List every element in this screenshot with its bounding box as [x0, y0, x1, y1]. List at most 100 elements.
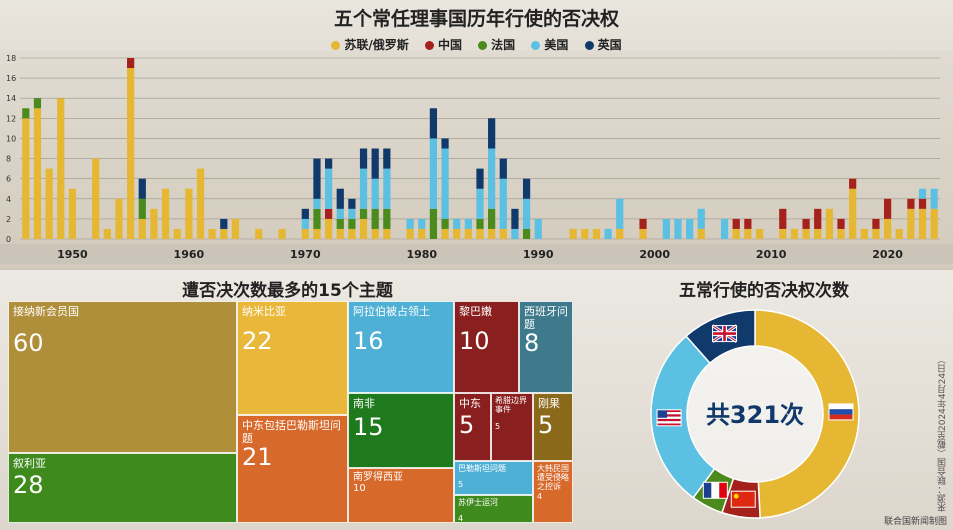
treemap-tile-label: 中东包括巴勒斯坦问题 [242, 419, 341, 445]
bar-segment-1953-0 [103, 228, 111, 239]
bar-segment-1979-0 [406, 228, 414, 239]
bar-segment-2013-0 [802, 228, 810, 239]
treemap-tile-label: 黎巴嫩 [459, 305, 492, 318]
treemap-tile-label: 希腊边界事件 [495, 396, 527, 414]
donut-title: 五常行使的否决权次数 [679, 281, 849, 301]
treemap-tile-label: 接纳新会员国 [13, 305, 79, 318]
bar-segment-1956-2 [138, 198, 146, 219]
treemap-tile-value: 16 [353, 327, 384, 355]
bar-segment-1972-3 [324, 168, 333, 209]
bar-segment-1970-3 [301, 218, 309, 229]
bar-segment-2016-0 [837, 228, 845, 239]
bar-segment-1976-2 [371, 208, 379, 229]
china-flag [730, 490, 756, 508]
bar-segment-2018-0 [860, 228, 868, 239]
bar-segment-1968-0 [278, 228, 286, 239]
treemap-tile: 黎巴嫩 10 [454, 301, 519, 393]
bar-segment-1985-4 [476, 168, 484, 189]
treemap-tile: 接纳新会员国 60 [8, 301, 237, 453]
bar-segment-1977-0 [383, 228, 391, 239]
bar-segment-1989-4 [522, 178, 531, 199]
treemap-tile: 大韩民国遭受侵略之控诉 4 [533, 461, 573, 523]
bar-segment-1975-4 [359, 148, 368, 169]
bar-segment-1959-0 [173, 228, 181, 239]
bar-segment-1993-0 [569, 228, 577, 239]
bar-segment-1975-0 [359, 218, 368, 239]
bar-segment-1974-0 [348, 228, 356, 239]
legend-item-usa: 美国 [531, 36, 568, 53]
bar-segment-2022-0 [907, 208, 915, 239]
bar-segment-1981-2 [429, 208, 438, 239]
x-tick-label: 1970 [290, 248, 321, 261]
legend-dot-russia [331, 41, 341, 50]
bar-segment-1986-0 [488, 228, 496, 239]
bar-segment-1997-0 [616, 228, 624, 239]
x-tick-label: 1960 [174, 248, 205, 261]
legend-label-uk: 英国 [597, 38, 622, 52]
legend-label-china: 中国 [437, 38, 462, 52]
bar-segment-2022-1 [907, 198, 915, 209]
treemap-tile-value: 28 [13, 471, 44, 499]
bar-segment-1975-3 [359, 168, 368, 209]
bar-segment-1985-3 [476, 188, 484, 219]
main-title: 五个常任理事国历年行使的否决权 [333, 8, 619, 30]
bar-segment-2024-0 [930, 208, 938, 239]
bar-segment-1982-0 [441, 228, 449, 239]
legend-dot-usa [531, 41, 541, 50]
x-tick-label: 1950 [57, 248, 88, 261]
usa-flag [656, 409, 682, 427]
treemap-tile-label: 巴勒斯坦问题 [458, 464, 506, 473]
uk-flag [711, 324, 738, 343]
bar-segment-1973-4 [336, 188, 344, 209]
bar-segment-1989-2 [522, 228, 531, 239]
bar-segment-1961-0 [196, 168, 205, 239]
bar-segment-1974-4 [348, 198, 356, 209]
veto-donut-chart: 共321次 [650, 309, 860, 519]
y-tick-label: 4 [6, 195, 11, 204]
bar-segment-2017-1 [849, 178, 857, 189]
treemap-tile-value: 15 [353, 413, 384, 441]
x-tick-label: 1980 [406, 248, 437, 261]
bar-segment-1986-4 [488, 118, 496, 149]
treemap-tile: 刚果 5 [533, 393, 573, 461]
bar-segment-1979-3 [406, 218, 414, 229]
bar-segment-1974-3 [348, 208, 356, 219]
treemap-tile: 阿拉伯被占领土 16 [348, 301, 454, 393]
treemap-tile-label: 纳米比亚 [242, 305, 286, 318]
bar-segment-1964-0 [231, 218, 240, 239]
bar-segment-2023-1 [918, 198, 927, 209]
treemap-tile-label: 阿拉伯被占领土 [353, 305, 430, 318]
bar-segment-1989-3 [522, 198, 531, 229]
treemap-tile: 南非 15 [348, 393, 454, 468]
legend-item-france: 法国 [478, 36, 515, 53]
bar-segment-2024-3 [930, 188, 938, 209]
bar-segment-1995-0 [592, 228, 601, 239]
bar-segment-2021-0 [895, 228, 903, 239]
treemap-tile-value: 10 [459, 327, 490, 355]
treemap-tile-value: 4 [537, 492, 543, 501]
bar-segment-1987-3 [499, 178, 507, 229]
bar-segment-2007-0 [732, 228, 740, 239]
treemap-tile-label: 苏伊士运河 [458, 498, 498, 507]
bar-segment-1982-4 [441, 138, 449, 149]
bar-segment-1982-2 [441, 218, 449, 229]
treemap-tile-label: 南非 [353, 397, 375, 410]
x-axis-band [0, 244, 953, 264]
bar-segment-1947-0 [33, 108, 42, 240]
treemap-tile-value: 4 [458, 514, 464, 523]
bar-segment-2007-1 [732, 218, 740, 229]
legend-dot-uk [584, 41, 594, 50]
treemap-tile-label: 叙利亚 [13, 457, 46, 470]
bar-segment-1996-3 [604, 228, 612, 239]
bar-segment-1972-1 [324, 208, 333, 219]
treemap-title: 遭否决次数最多的15个主题 [182, 281, 393, 301]
treemap-tile: 中东 5 [454, 393, 491, 461]
russia-flag [828, 403, 854, 421]
bar-segment-1957-0 [150, 208, 158, 239]
bar-segment-2014-1 [814, 208, 822, 229]
treemap-tile-value: 8 [524, 329, 540, 357]
treemap-tile-label: 中东 [459, 397, 481, 410]
bar-segment-2016-1 [837, 218, 845, 229]
bar-segment-2017-0 [849, 188, 857, 239]
source-note: 来源：联合国（截至2024年4月24日） [938, 354, 948, 512]
